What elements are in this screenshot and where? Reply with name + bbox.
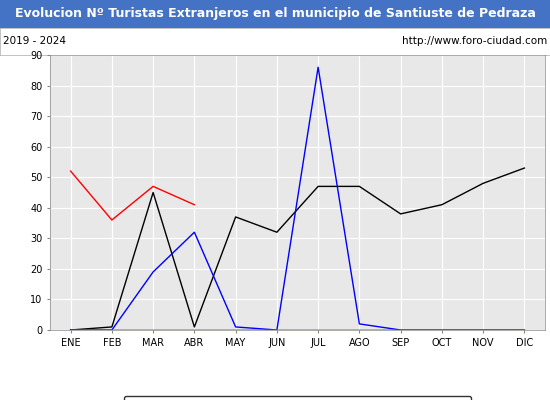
2020 — [356, 328, 362, 332]
2022 — [273, 328, 280, 332]
Line: 2023: 2023 — [70, 168, 524, 330]
2020 — [315, 328, 321, 332]
2023 — [397, 212, 404, 216]
2019 — [232, 328, 239, 332]
2021 — [67, 328, 74, 332]
2021 — [232, 328, 239, 332]
2023 — [356, 184, 362, 189]
2023 — [273, 230, 280, 235]
2021 — [438, 328, 445, 332]
2020 — [273, 328, 280, 332]
Line: 2024: 2024 — [70, 171, 194, 220]
2019 — [273, 328, 280, 332]
2022 — [397, 328, 404, 332]
2023 — [480, 181, 486, 186]
Line: 2022: 2022 — [70, 67, 524, 330]
2023 — [191, 324, 197, 329]
2022 — [438, 328, 445, 332]
2023 — [150, 190, 156, 195]
2022 — [150, 270, 156, 274]
2021 — [480, 328, 486, 332]
2019 — [397, 328, 404, 332]
2019 — [191, 328, 197, 332]
Text: 2019 - 2024: 2019 - 2024 — [3, 36, 66, 46]
2024 — [191, 202, 197, 207]
2019 — [108, 328, 115, 332]
2020 — [397, 328, 404, 332]
2020 — [232, 328, 239, 332]
2019 — [438, 328, 445, 332]
2019 — [480, 328, 486, 332]
2024 — [108, 218, 115, 222]
2021 — [315, 328, 321, 332]
2021 — [273, 328, 280, 332]
2019 — [67, 328, 74, 332]
2021 — [191, 328, 197, 332]
2022 — [356, 322, 362, 326]
2021 — [150, 328, 156, 332]
2021 — [356, 328, 362, 332]
2022 — [480, 328, 486, 332]
Text: http://www.foro-ciudad.com: http://www.foro-ciudad.com — [402, 36, 547, 46]
2022 — [108, 328, 115, 332]
2023 — [521, 166, 527, 170]
2021 — [108, 328, 115, 332]
2020 — [438, 328, 445, 332]
2020 — [150, 328, 156, 332]
2021 — [397, 328, 404, 332]
2022 — [67, 328, 74, 332]
2020 — [521, 328, 527, 332]
Legend: 2024, 2023, 2022, 2021, 2020, 2019: 2024, 2023, 2022, 2021, 2020, 2019 — [124, 396, 471, 400]
2021 — [521, 328, 527, 332]
2019 — [150, 328, 156, 332]
2023 — [315, 184, 321, 189]
2020 — [67, 328, 74, 332]
2020 — [480, 328, 486, 332]
2020 — [108, 328, 115, 332]
2022 — [232, 324, 239, 329]
2022 — [521, 328, 527, 332]
2023 — [232, 214, 239, 219]
2019 — [356, 328, 362, 332]
2019 — [521, 328, 527, 332]
2022 — [191, 230, 197, 235]
2023 — [67, 328, 74, 332]
Text: Evolucion Nº Turistas Extranjeros en el municipio de Santiuste de Pedraza: Evolucion Nº Turistas Extranjeros en el … — [14, 8, 536, 20]
2024 — [67, 169, 74, 174]
2024 — [150, 184, 156, 189]
2023 — [438, 202, 445, 207]
2022 — [315, 65, 321, 70]
2020 — [191, 328, 197, 332]
2023 — [108, 324, 115, 329]
2019 — [315, 328, 321, 332]
